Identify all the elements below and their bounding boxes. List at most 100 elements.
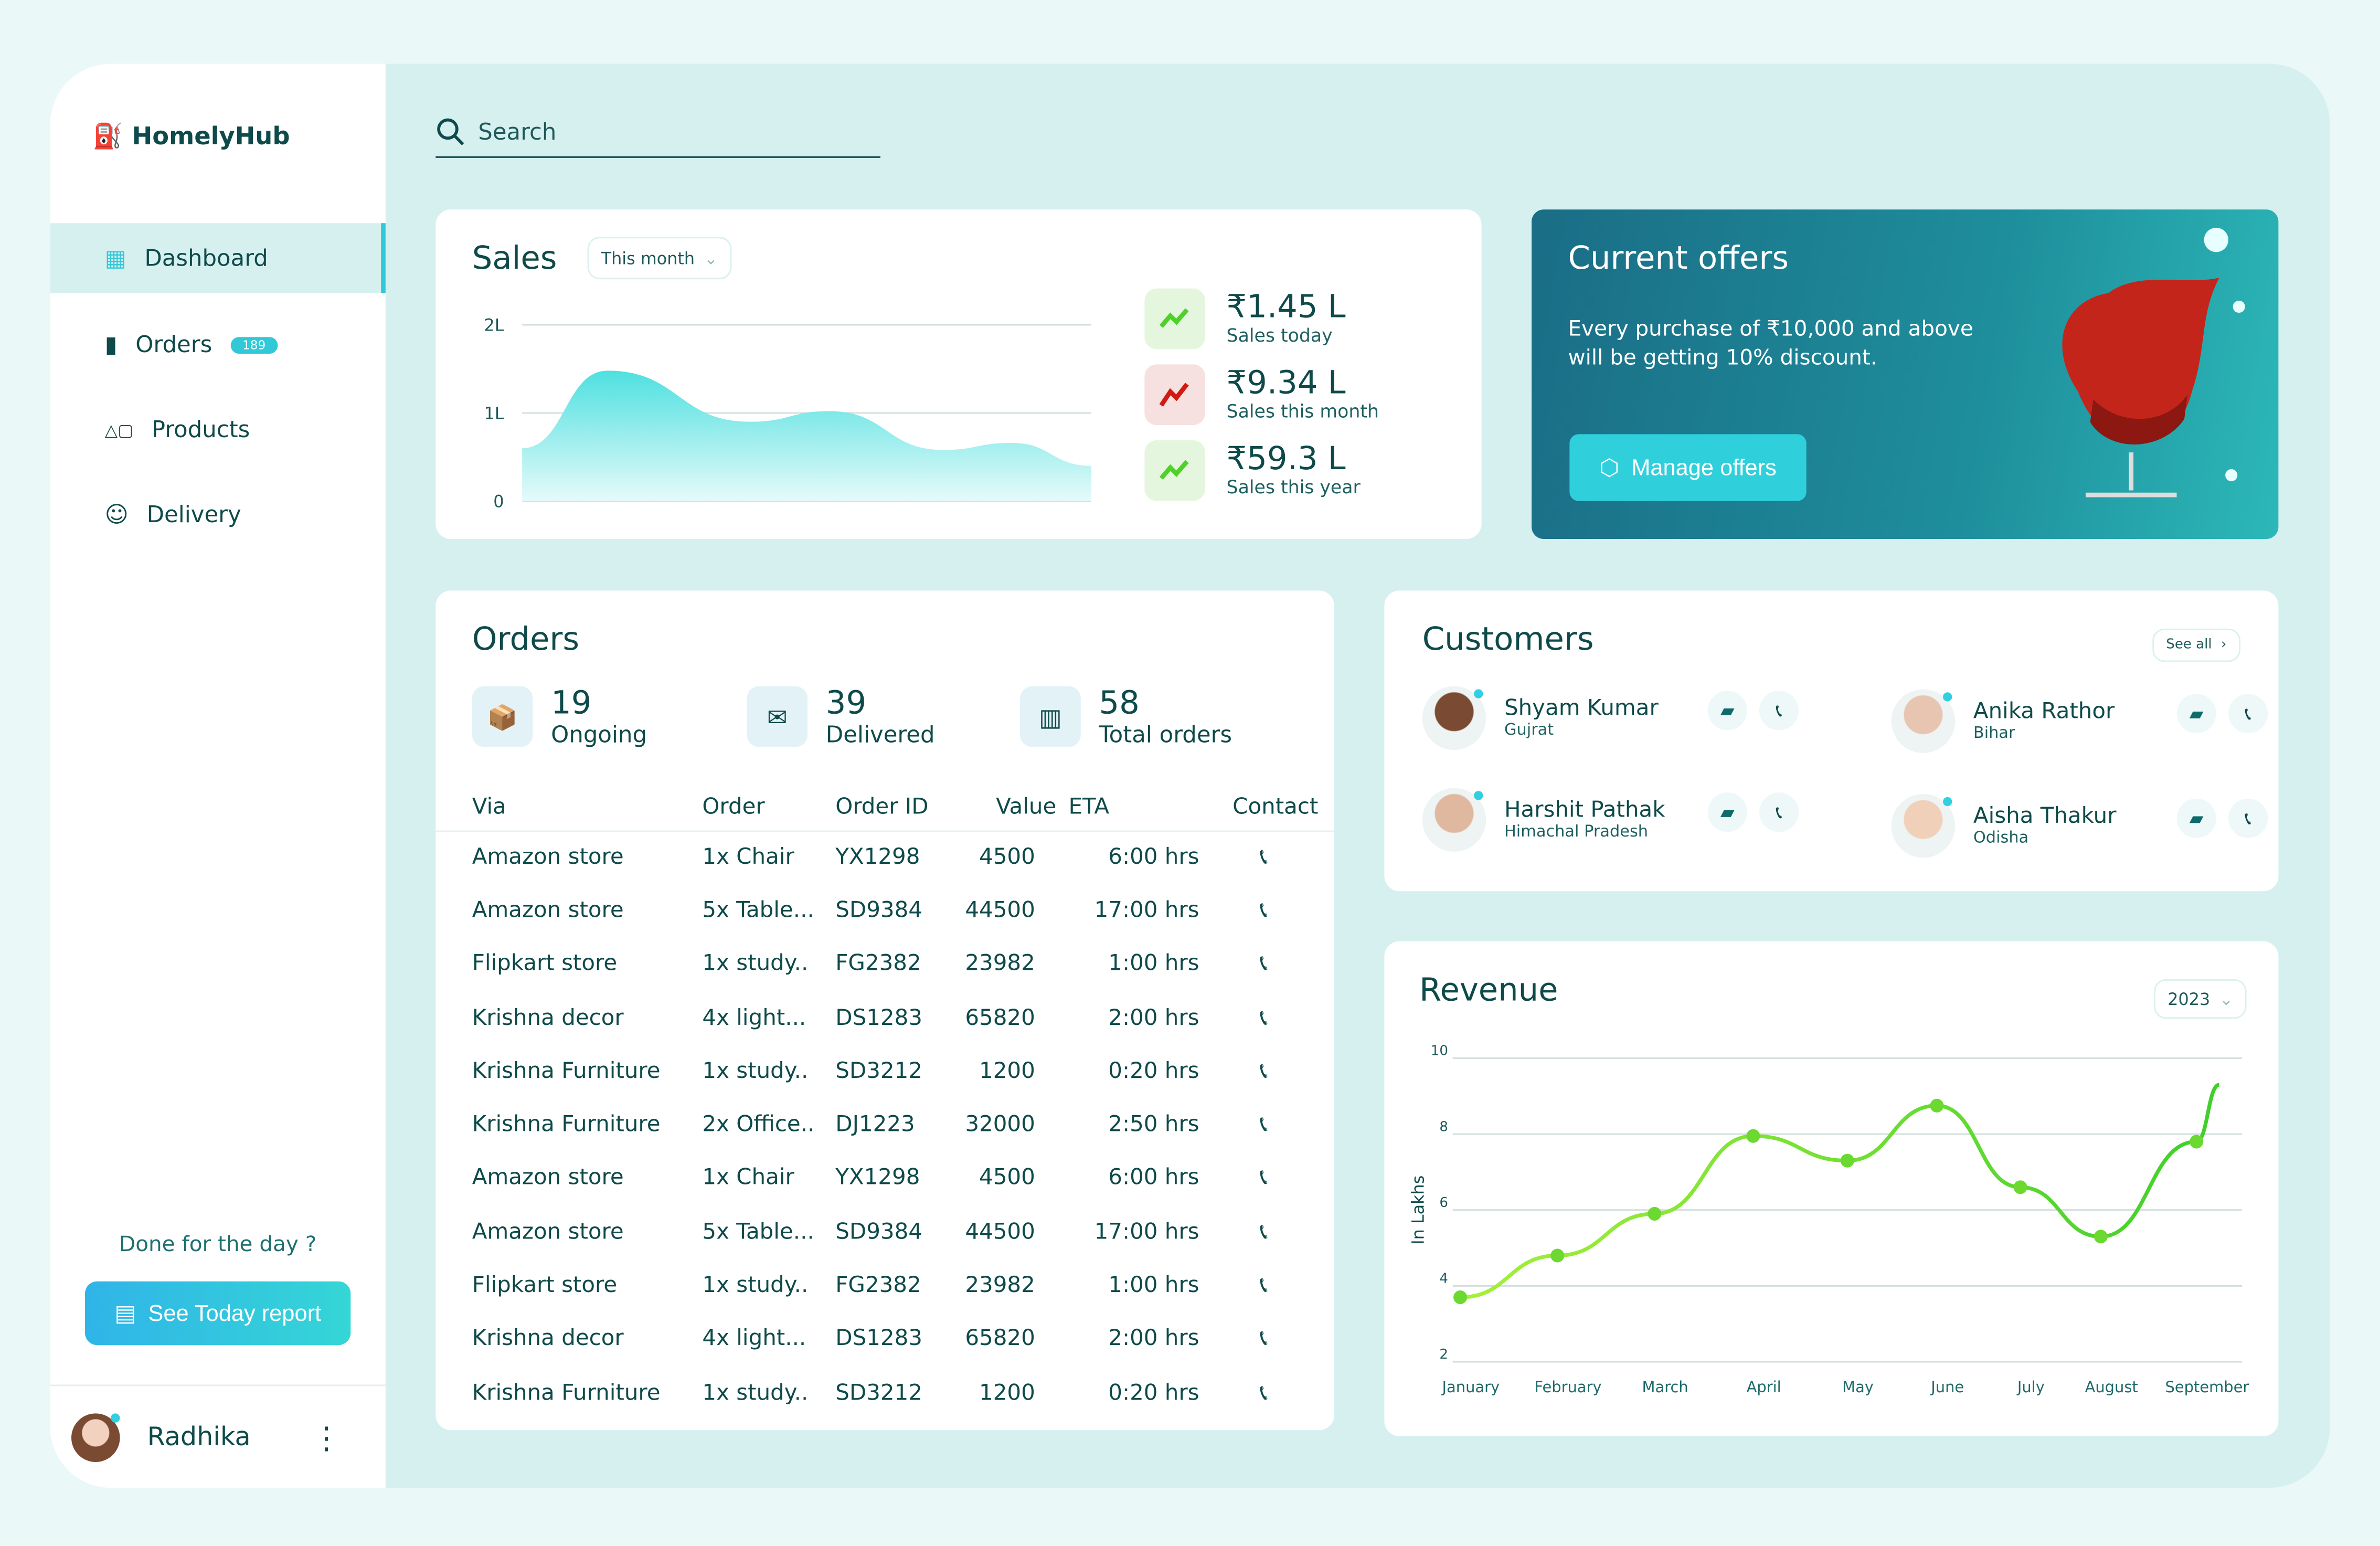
sidebar-item-orders[interactable]: ▮ Orders 189	[50, 310, 385, 379]
phone-icon[interactable]: 📞︎	[1260, 1274, 1268, 1298]
cell: 5x Table...	[702, 898, 814, 923]
column-header: Order	[702, 785, 836, 831]
message-icon[interactable]: ▰	[2176, 694, 2216, 734]
customer-item[interactable]: Harshit Pathak Himachal Pradesh	[1422, 788, 1665, 852]
y-tick-label: 1L	[484, 403, 504, 423]
phone-icon[interactable]: 📞︎	[1260, 952, 1268, 977]
cell: 1x study..	[702, 1274, 809, 1298]
x-tick-label: August	[2085, 1378, 2138, 1396]
cell: 1x Chair	[702, 845, 794, 870]
user-profile[interactable]: Radhika ⋮	[50, 1384, 386, 1488]
revenue-title: Revenue	[1419, 971, 1558, 1008]
table-row: Amazon store 5x Table... SD9384 44500 17:00 …	[435, 884, 1334, 938]
x-tick-label: February	[1534, 1378, 1601, 1396]
cell: Amazon store	[472, 1167, 624, 1191]
y-tick-label: 10	[1431, 1043, 1448, 1059]
chevron-down-icon: ⌄	[704, 248, 718, 268]
chevron-down-icon: ⌄	[2219, 989, 2234, 1009]
cell: 1:00 hrs	[1108, 952, 1199, 977]
cell: SD3212	[835, 1059, 922, 1084]
manage-offers-button[interactable]: ⬡ Manage offers	[1569, 434, 1807, 501]
cell: 23982	[965, 952, 1035, 977]
phone-icon[interactable]: 📞︎	[1260, 1220, 1268, 1245]
cell: 65820	[965, 1327, 1035, 1352]
x-tick-label: July	[2016, 1378, 2045, 1396]
see-all-button[interactable]: See all ›	[2152, 628, 2240, 662]
x-tick-label: March	[1642, 1378, 1688, 1396]
cell: SD9384	[835, 898, 922, 923]
settings-icon: ⬡	[1599, 455, 1620, 482]
cell: FG2382	[835, 952, 921, 977]
cell: Amazon store	[472, 898, 624, 923]
cell: Krishna decor	[472, 1005, 624, 1030]
cell: SD3212	[835, 1381, 922, 1405]
year-dropdown[interactable]: 2023 ⌄	[2154, 979, 2247, 1019]
sidebar-item-products[interactable]: △▢ Products	[104, 416, 250, 443]
cell: Flipkart store	[472, 952, 618, 977]
y-tick-label: 2L	[484, 315, 504, 335]
clipboard-icon: ▮	[104, 331, 118, 358]
cell: DJ1223	[835, 1113, 915, 1138]
phone-icon[interactable]: 📞︎	[1260, 1059, 1268, 1084]
customer-item[interactable]: Aisha Thakur Odisha	[1891, 794, 2117, 858]
y-tick-label: 0	[493, 491, 504, 511]
ongoing-stat: 📦 19 Ongoing	[472, 685, 647, 748]
search-input[interactable]: Search	[435, 107, 880, 158]
column-header: ETA	[1068, 785, 1233, 831]
cell: 0:20 hrs	[1108, 1059, 1199, 1084]
cell: 1x Chair	[702, 1167, 794, 1191]
sidebar-item-delivery[interactable]: ☺ Delivery	[104, 501, 241, 528]
period-dropdown[interactable]: This month ⌄	[587, 237, 732, 280]
cell: YX1298	[835, 845, 920, 870]
offers-banner: Current offers Every purchase of ₹10,000…	[1532, 209, 2279, 539]
phone-icon[interactable]: 📞︎	[1260, 1005, 1268, 1030]
table-row: Amazon store 5x Table... SD9384 44500 17:00 …	[435, 1205, 1334, 1259]
phone-icon[interactable]: 📞︎	[1260, 1167, 1268, 1191]
phone-icon[interactable]: 📞︎	[2228, 694, 2268, 734]
phone-icon[interactable]: 📞︎	[1260, 845, 1268, 870]
cell: Krishna decor	[472, 1327, 624, 1352]
data-point	[1648, 1206, 1662, 1221]
delivered-stat: ✉ 39 Delivered	[747, 685, 935, 748]
cell: 23982	[965, 1274, 1035, 1298]
see-today-report-button[interactable]: ▤ See Today report	[85, 1281, 351, 1346]
cell: FG2382	[835, 1274, 921, 1298]
data-point	[1550, 1248, 1565, 1263]
phone-icon[interactable]: 📞︎	[1759, 792, 1799, 832]
phone-icon[interactable]: 📞︎	[1260, 898, 1268, 923]
data-point	[1453, 1290, 1468, 1305]
phone-icon[interactable]: 📞︎	[1260, 1113, 1268, 1138]
x-tick-label: June	[1930, 1378, 1964, 1396]
phone-icon[interactable]: 📞︎	[1260, 1381, 1268, 1405]
sidebar: ⛽ HomelyHub ▦ Dashboard ▮ Orders 189 △▢ Produ…	[50, 63, 386, 1488]
logo[interactable]: ⛽ HomelyHub	[92, 121, 290, 151]
cell: Krishna Furniture	[472, 1059, 661, 1084]
phone-icon[interactable]: 📞︎	[1759, 691, 1799, 730]
x-tick-label: May	[1842, 1378, 1874, 1396]
done-text: Done for the day ?	[119, 1233, 317, 1257]
customer-item[interactable]: Shyam Kumar Gujrat	[1422, 686, 1659, 750]
app-shell: ⛽ HomelyHub ▦ Dashboard ▮ Orders 189 △▢ Produ…	[50, 63, 2330, 1488]
x-tick-label: September	[2165, 1378, 2249, 1396]
column-header: Contact	[1232, 785, 1334, 831]
phone-icon[interactable]: 📞︎	[2228, 798, 2268, 838]
message-icon[interactable]: ▰	[2176, 798, 2216, 838]
message-icon[interactable]: ▰	[1707, 691, 1747, 730]
customer-item[interactable]: Anika Rathor Bihar	[1891, 689, 2115, 753]
message-icon[interactable]: ▰	[1707, 792, 1747, 832]
y-axis-label: In Lakhs	[1408, 1176, 1428, 1245]
y-tick-label: 4	[1439, 1271, 1448, 1287]
x-tick-label: April	[1747, 1378, 1781, 1396]
phone-icon[interactable]: 📞︎	[1260, 1327, 1268, 1352]
data-point	[1746, 1129, 1760, 1143]
customers-card: Customers See all › Shyam Kumar Gujrat ▰ 📞︎…	[1384, 590, 2279, 892]
table-row: Flipkart store 1x study.. FG2382 23982 1:00 …	[435, 938, 1334, 991]
more-options-icon[interactable]: ⋮	[311, 1418, 342, 1455]
orders-table: Via Order Order ID Value ETA Contact Amazon st…	[435, 785, 1334, 1420]
cell: 44500	[965, 898, 1035, 923]
sales-chart: 0 1L 2L	[484, 315, 1092, 511]
column-header: Order ID	[835, 785, 946, 831]
trend-up-icon	[1144, 440, 1206, 501]
sidebar-item-dashboard[interactable]: ▦ Dashboard	[50, 223, 386, 293]
cell: 1x study..	[702, 1059, 809, 1084]
